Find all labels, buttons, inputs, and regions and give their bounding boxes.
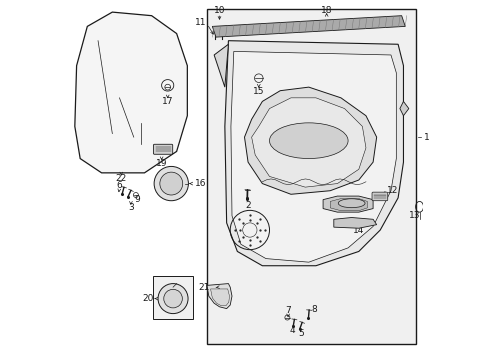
Text: 5: 5 <box>298 329 304 338</box>
Polygon shape <box>399 102 408 116</box>
Text: 2: 2 <box>244 201 250 210</box>
Ellipse shape <box>269 123 347 158</box>
Text: 14: 14 <box>352 226 364 235</box>
Text: 1: 1 <box>423 132 428 141</box>
Bar <box>153 276 192 319</box>
Text: 18: 18 <box>320 6 332 15</box>
Text: 4: 4 <box>289 326 295 335</box>
Polygon shape <box>244 87 376 194</box>
Circle shape <box>160 172 183 195</box>
Text: 13: 13 <box>408 211 420 220</box>
FancyBboxPatch shape <box>371 192 387 201</box>
Text: 20: 20 <box>142 294 153 303</box>
Text: 16: 16 <box>194 179 205 188</box>
Text: 3: 3 <box>128 203 134 212</box>
Circle shape <box>154 166 188 201</box>
Text: 10: 10 <box>213 6 225 15</box>
Text: 9: 9 <box>134 195 140 204</box>
Text: 8: 8 <box>310 305 316 314</box>
Text: 17: 17 <box>162 97 173 106</box>
Text: 21: 21 <box>198 283 209 292</box>
Polygon shape <box>212 16 405 37</box>
Polygon shape <box>224 41 403 266</box>
Text: 22: 22 <box>115 175 126 184</box>
Text: 15: 15 <box>252 87 264 96</box>
Text: 7: 7 <box>285 306 290 315</box>
Text: 12: 12 <box>386 186 398 195</box>
Polygon shape <box>323 196 372 212</box>
Polygon shape <box>206 284 231 309</box>
Text: 6: 6 <box>116 180 122 189</box>
Circle shape <box>163 289 182 308</box>
Polygon shape <box>214 44 228 87</box>
Polygon shape <box>329 199 366 211</box>
Polygon shape <box>333 217 376 228</box>
Polygon shape <box>75 12 187 173</box>
FancyBboxPatch shape <box>153 144 172 154</box>
Bar <box>206 9 415 344</box>
Polygon shape <box>251 98 365 187</box>
Ellipse shape <box>338 199 365 208</box>
Text: 19: 19 <box>156 159 167 168</box>
Polygon shape <box>230 51 395 262</box>
Text: 11: 11 <box>194 18 206 27</box>
Circle shape <box>158 284 188 314</box>
Polygon shape <box>210 289 229 306</box>
